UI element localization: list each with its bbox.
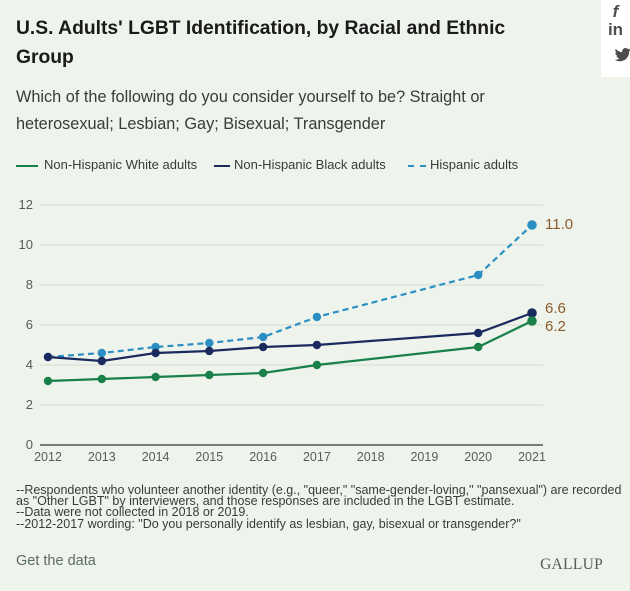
svg-text:11.0: 11.0 [545, 216, 573, 233]
svg-text:2021: 2021 [518, 450, 546, 464]
svg-text:0: 0 [26, 437, 33, 452]
svg-text:2017: 2017 [303, 450, 331, 464]
svg-text:2015: 2015 [195, 450, 223, 464]
svg-text:6: 6 [26, 317, 33, 332]
svg-text:2: 2 [26, 397, 33, 412]
svg-text:2014: 2014 [142, 450, 170, 464]
svg-text:10: 10 [19, 237, 33, 252]
svg-text:2012: 2012 [34, 450, 62, 464]
svg-text:2018: 2018 [357, 450, 385, 464]
svg-text:2013: 2013 [88, 450, 116, 464]
svg-text:2020: 2020 [464, 450, 492, 464]
svg-text:6.6: 6.6 [545, 300, 566, 317]
svg-text:2019: 2019 [410, 450, 438, 464]
svg-text:4: 4 [26, 357, 33, 372]
svg-text:6.2: 6.2 [545, 318, 566, 335]
svg-text:12: 12 [19, 197, 33, 212]
svg-text:8: 8 [26, 277, 33, 292]
svg-text:2016: 2016 [249, 450, 277, 464]
